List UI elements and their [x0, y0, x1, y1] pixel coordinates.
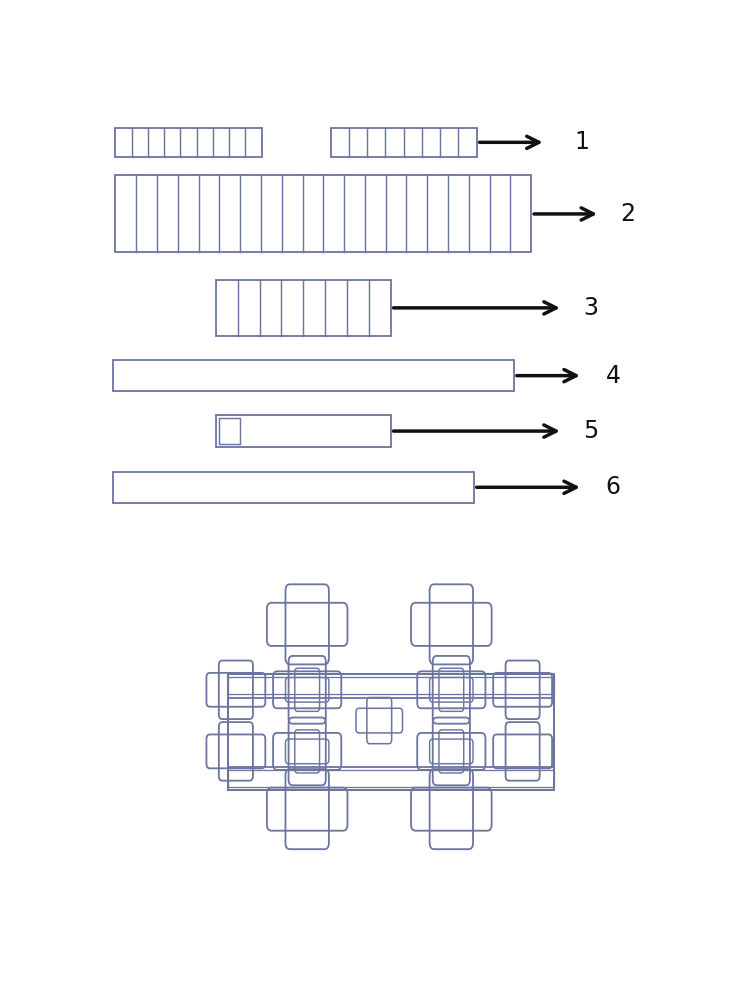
Bar [216, 415, 391, 447]
Bar [216, 280, 391, 336]
Text: 3: 3 [583, 296, 598, 320]
Text: 1: 1 [574, 130, 589, 154]
Bar [228, 674, 554, 698]
Bar [228, 770, 554, 787]
Text: 6: 6 [606, 475, 621, 499]
Bar [115, 175, 531, 252]
Bar [219, 418, 240, 444]
Bar [112, 472, 474, 503]
Bar [112, 360, 514, 391]
Text: 2: 2 [620, 202, 635, 226]
Bar [228, 674, 554, 790]
Bar [228, 767, 554, 790]
Bar [228, 677, 554, 694]
Text: 4: 4 [606, 364, 621, 388]
Bar [331, 128, 477, 157]
Text: 5: 5 [583, 419, 598, 443]
Bar [115, 128, 262, 157]
